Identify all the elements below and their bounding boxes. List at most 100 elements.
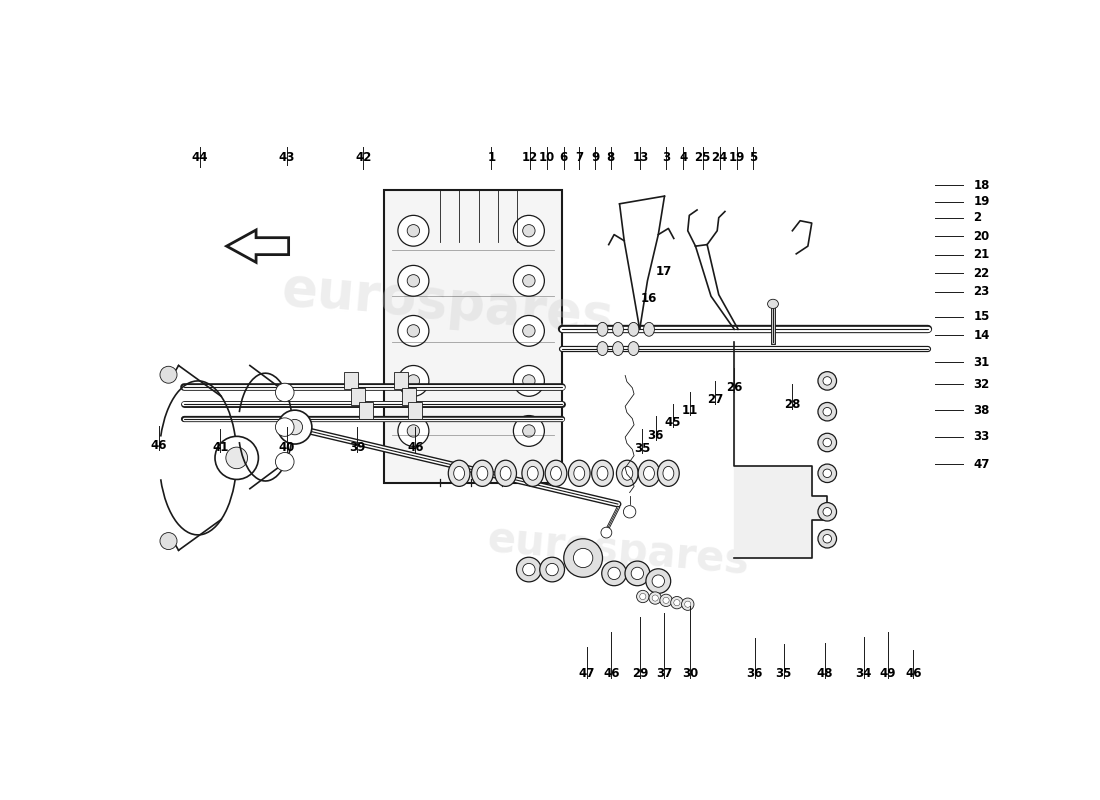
Circle shape — [522, 425, 535, 437]
Circle shape — [522, 325, 535, 337]
Text: 46: 46 — [905, 667, 922, 680]
Text: 6: 6 — [560, 150, 568, 164]
Ellipse shape — [823, 377, 832, 385]
Circle shape — [514, 315, 544, 346]
Text: 10: 10 — [539, 150, 554, 164]
Bar — [402, 388, 416, 405]
Text: 13: 13 — [632, 150, 649, 164]
Circle shape — [398, 215, 429, 246]
Ellipse shape — [160, 533, 177, 550]
Circle shape — [514, 215, 544, 246]
Ellipse shape — [684, 601, 691, 607]
Text: 2: 2 — [974, 211, 981, 225]
Bar — [384, 190, 562, 482]
Text: 43: 43 — [278, 150, 295, 164]
Ellipse shape — [663, 598, 669, 603]
Text: 32: 32 — [974, 378, 990, 390]
Text: 28: 28 — [784, 398, 801, 411]
Text: 49: 49 — [880, 667, 895, 680]
Bar — [408, 402, 422, 418]
Text: 34: 34 — [856, 667, 872, 680]
Text: 44: 44 — [191, 150, 208, 164]
Text: eurospares: eurospares — [279, 263, 616, 344]
Circle shape — [275, 383, 294, 402]
Ellipse shape — [628, 342, 639, 355]
Ellipse shape — [602, 561, 627, 586]
Text: 42: 42 — [355, 150, 372, 164]
Circle shape — [398, 366, 429, 396]
Circle shape — [407, 425, 419, 437]
Text: 47: 47 — [974, 458, 990, 471]
Text: 41: 41 — [212, 441, 229, 454]
Ellipse shape — [818, 402, 837, 421]
Text: 3: 3 — [662, 150, 670, 164]
Text: 35: 35 — [776, 667, 792, 680]
Ellipse shape — [574, 466, 585, 480]
Text: 35: 35 — [634, 442, 650, 455]
Ellipse shape — [652, 575, 664, 587]
Text: 39: 39 — [350, 441, 365, 454]
Text: 18: 18 — [974, 179, 990, 192]
Ellipse shape — [546, 563, 559, 576]
Bar — [394, 373, 408, 390]
Ellipse shape — [517, 558, 541, 582]
Text: 4: 4 — [679, 150, 688, 164]
Text: 36: 36 — [648, 429, 664, 442]
Ellipse shape — [613, 322, 624, 336]
Ellipse shape — [671, 597, 683, 609]
Ellipse shape — [658, 460, 679, 486]
Text: 46: 46 — [407, 441, 424, 454]
Circle shape — [275, 453, 294, 471]
Circle shape — [407, 225, 419, 237]
Ellipse shape — [551, 466, 561, 480]
Ellipse shape — [663, 466, 674, 480]
Text: 36: 36 — [747, 667, 763, 680]
Ellipse shape — [818, 372, 837, 390]
Circle shape — [398, 415, 429, 446]
Ellipse shape — [449, 460, 470, 486]
Ellipse shape — [453, 466, 464, 480]
Ellipse shape — [823, 438, 832, 446]
Text: 45: 45 — [664, 416, 681, 430]
Ellipse shape — [638, 460, 660, 486]
Text: 24: 24 — [712, 150, 728, 164]
Ellipse shape — [823, 534, 832, 543]
Text: 1: 1 — [487, 150, 495, 164]
Circle shape — [514, 366, 544, 396]
Text: 46: 46 — [151, 439, 167, 452]
Ellipse shape — [160, 366, 177, 383]
Text: 48: 48 — [816, 667, 833, 680]
Ellipse shape — [818, 434, 837, 452]
Text: 27: 27 — [707, 393, 724, 406]
Ellipse shape — [563, 538, 603, 578]
Text: 16: 16 — [641, 291, 657, 305]
Ellipse shape — [597, 322, 608, 336]
Ellipse shape — [527, 466, 538, 480]
Polygon shape — [735, 342, 827, 558]
Circle shape — [287, 419, 303, 435]
Ellipse shape — [823, 507, 832, 516]
Text: 22: 22 — [974, 267, 990, 280]
Text: 21: 21 — [974, 249, 990, 262]
Circle shape — [226, 447, 248, 469]
Text: eurospares: eurospares — [485, 518, 751, 582]
Circle shape — [407, 325, 419, 337]
Ellipse shape — [495, 460, 517, 486]
Ellipse shape — [652, 595, 658, 601]
Text: 12: 12 — [521, 150, 538, 164]
Ellipse shape — [818, 530, 837, 548]
Text: 46: 46 — [603, 667, 619, 680]
Text: 20: 20 — [974, 230, 990, 243]
Ellipse shape — [768, 299, 779, 309]
Bar — [351, 388, 365, 405]
Text: 23: 23 — [974, 286, 990, 298]
Text: 40: 40 — [278, 441, 295, 454]
Text: 9: 9 — [591, 150, 600, 164]
Ellipse shape — [540, 558, 564, 582]
Ellipse shape — [628, 322, 639, 336]
Text: 25: 25 — [694, 150, 711, 164]
Circle shape — [514, 266, 544, 296]
Text: 37: 37 — [657, 667, 672, 680]
Ellipse shape — [500, 466, 512, 480]
Text: 26: 26 — [726, 381, 742, 394]
